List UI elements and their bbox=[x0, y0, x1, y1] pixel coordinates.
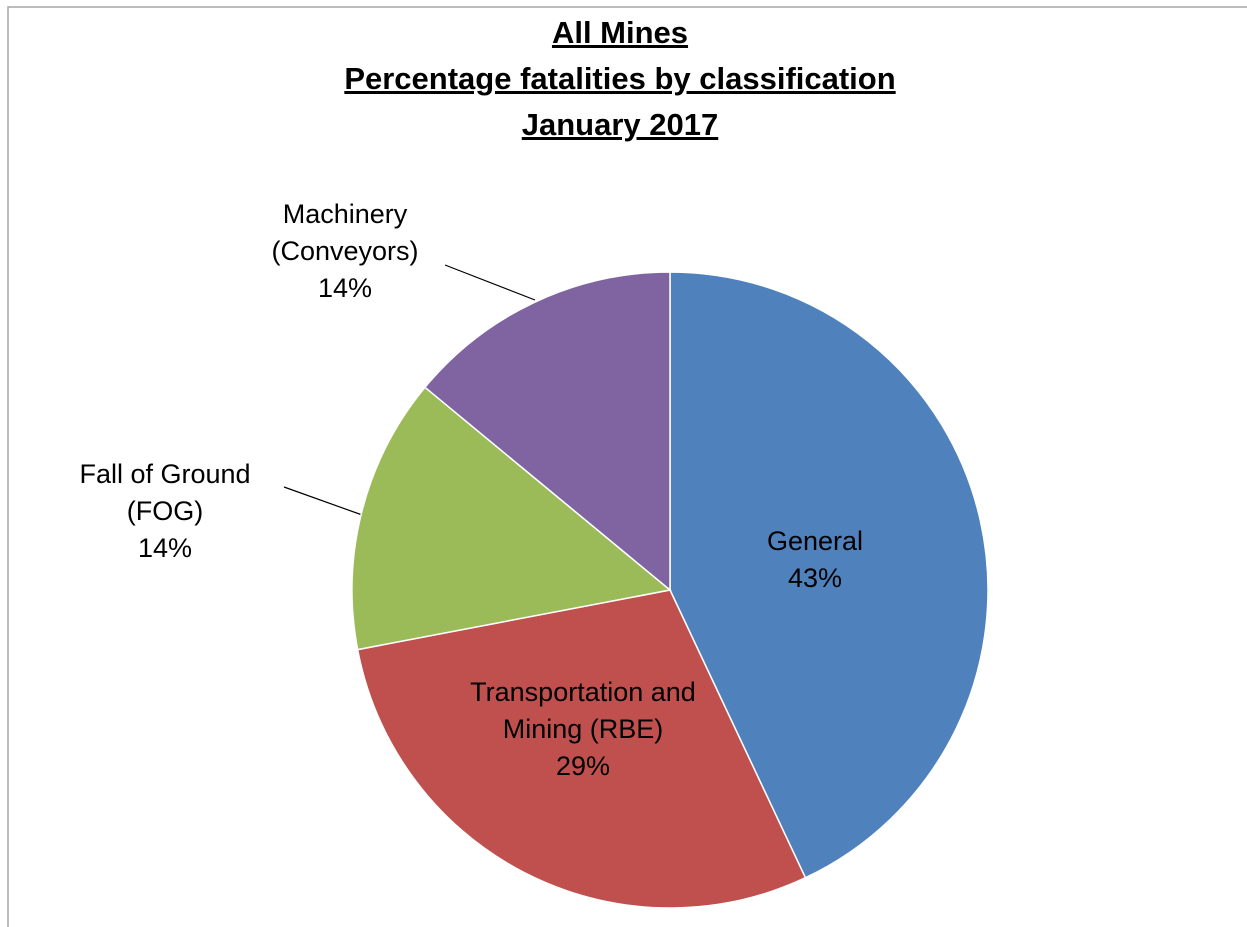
pie-slice bbox=[669, 271, 989, 879]
value-label: 43% bbox=[787, 563, 843, 593]
pie-slice bbox=[356, 589, 807, 909]
chart-title: January 2017 bbox=[521, 107, 719, 142]
leader-line bbox=[444, 264, 536, 301]
value-label: 29% bbox=[555, 751, 611, 781]
value-label: 14% bbox=[137, 533, 193, 563]
category-label: General bbox=[766, 526, 864, 556]
chart-frame bbox=[7, 6, 1247, 927]
pie-slice bbox=[423, 271, 671, 592]
slice-label: General 43% bbox=[715, 523, 915, 597]
slice-label: Transportation and Mining (RBE) 29% bbox=[458, 674, 708, 785]
slice-label: Fall of Ground (FOG) 14% bbox=[45, 456, 285, 567]
leader-line bbox=[283, 486, 366, 517]
chart-title: All Mines bbox=[551, 15, 689, 50]
category-label: Transportation and Mining (RBE) bbox=[470, 677, 696, 744]
category-label: Machinery (Conveyors) bbox=[271, 199, 419, 266]
pie-slice bbox=[351, 386, 672, 651]
chart-title: Percentage fatalities by classification bbox=[344, 61, 896, 96]
category-label: Fall of Ground (FOG) bbox=[79, 459, 251, 526]
value-label: 14% bbox=[317, 273, 373, 303]
slice-label: Machinery (Conveyors) 14% bbox=[240, 196, 450, 307]
